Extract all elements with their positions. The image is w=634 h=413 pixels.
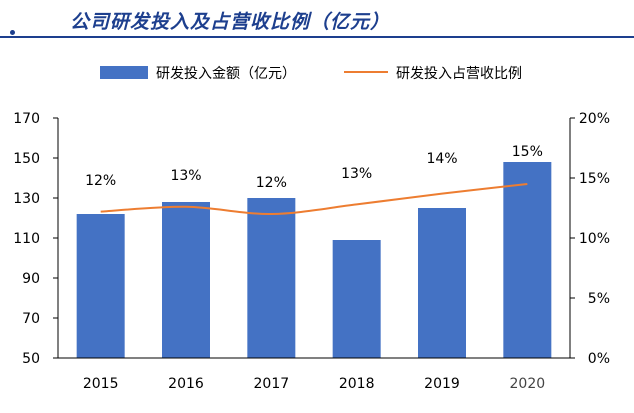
bar-series	[76, 162, 552, 358]
right-axis-tick-label: 10%	[579, 231, 610, 247]
legend-bar-swatch	[100, 66, 148, 79]
x-axis-tick-label: 2019	[424, 376, 460, 392]
line-series	[100, 183, 528, 216]
x-axis-tick-label: 2020	[510, 376, 546, 392]
x-axis-tick-label: 2017	[254, 376, 290, 392]
title-bullet	[10, 30, 15, 35]
bar	[418, 208, 466, 358]
x-axis-tick-label: 2016	[168, 376, 204, 392]
left-axis-tick-label: 110	[13, 231, 40, 247]
right-axis-tick-label: 5%	[588, 291, 610, 307]
x-axis-tick-label: 2015	[83, 376, 119, 392]
legend-line-label: 研发投入占营收比例	[396, 66, 522, 82]
bar	[332, 240, 381, 358]
legend-bar-label: 研发投入金额（亿元）	[156, 66, 296, 82]
line-data-labels: 12% 13% 12% 13% 14% 15%	[85, 144, 543, 191]
left-axis: 50 70 90 110 130 150 170	[13, 111, 59, 367]
left-axis-tick-label: 170	[13, 111, 40, 127]
chart-title: 公司研发投入及占营收比例（亿元）	[70, 11, 391, 33]
line-data-label: 14%	[426, 151, 457, 167]
x-axis-tick-label: 2018	[339, 376, 375, 392]
line-data-label: 12%	[85, 173, 116, 189]
ratio-line	[100, 183, 528, 216]
left-axis-tick-label: 130	[13, 191, 40, 207]
left-axis-tick-label: 50	[22, 351, 40, 367]
right-axis-tick-label: 0%	[588, 351, 610, 367]
line-data-label: 13%	[170, 168, 201, 184]
line-data-label: 15%	[512, 144, 543, 160]
x-axis: 2015 2016 2017 2018 2019 2020	[58, 357, 570, 392]
left-axis-tick-label: 150	[13, 151, 40, 167]
chart-title-bar: 公司研发投入及占营收比例（亿元）	[0, 0, 634, 40]
line-data-label: 12%	[256, 175, 287, 191]
bar	[76, 214, 125, 358]
title-underline	[0, 36, 634, 38]
left-axis-tick-label: 70	[22, 311, 40, 327]
right-axis-tick-label: 20%	[579, 111, 610, 127]
bar	[247, 198, 296, 358]
bar	[503, 162, 552, 358]
left-axis-tick-label: 90	[22, 271, 40, 287]
right-axis-tick-label: 15%	[579, 171, 610, 187]
line-data-label: 13%	[341, 166, 372, 182]
legend: 研发投入金额（亿元） 研发投入占营收比例	[100, 66, 522, 82]
right-axis: 0% 5% 10% 15% 20%	[569, 111, 610, 367]
bar	[162, 202, 210, 358]
